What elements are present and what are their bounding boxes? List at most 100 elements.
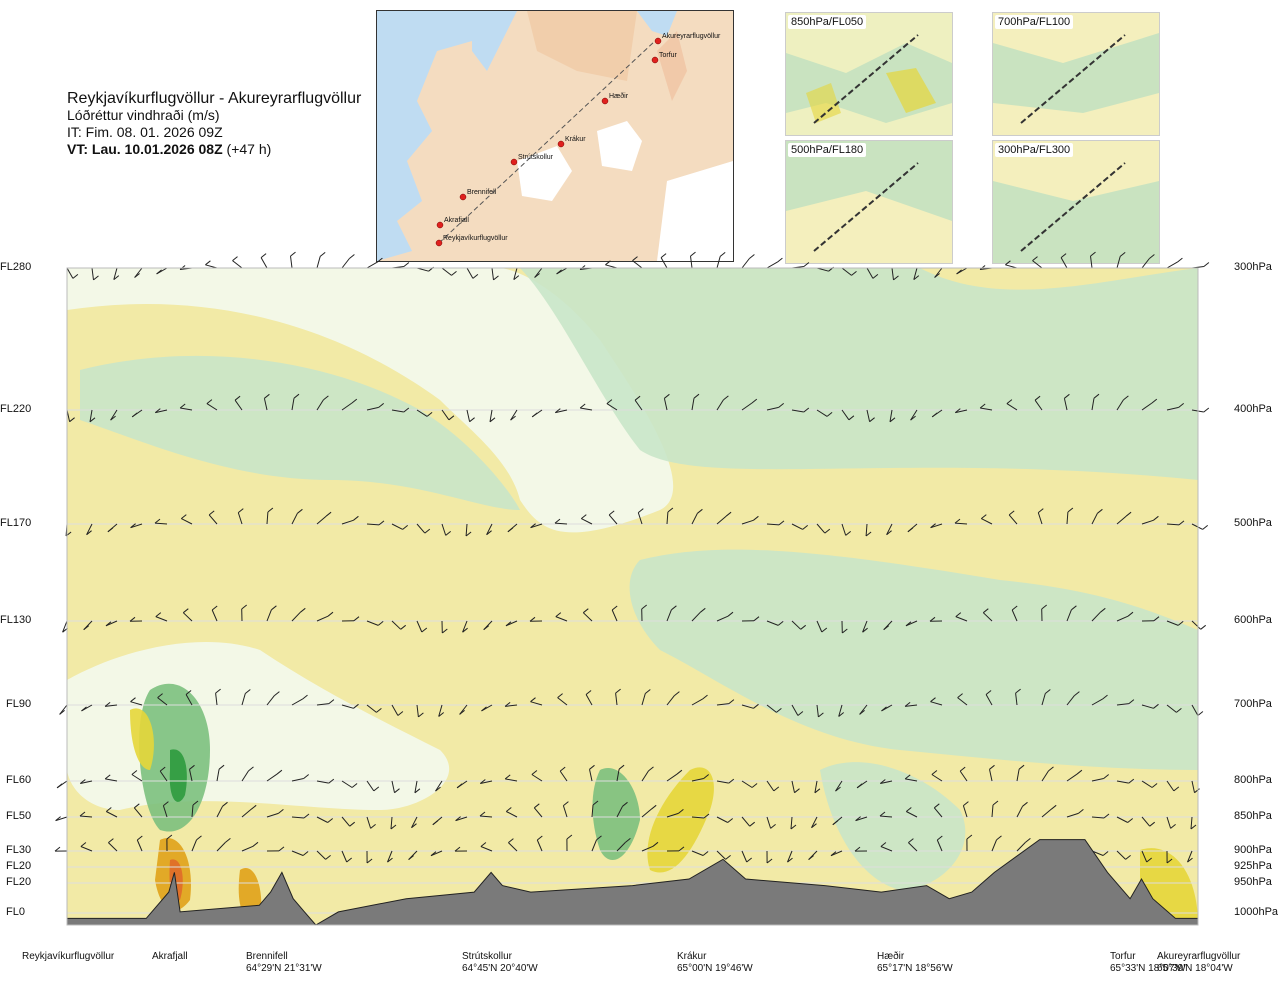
- wind-barb: [1116, 399, 1124, 411]
- wind-barb: [641, 808, 652, 818]
- wind-barb: [816, 267, 829, 272]
- wind-barb-feather: [753, 703, 759, 709]
- wind-barb-feather: [1074, 691, 1080, 696]
- level-map-700-label: 700hPa/FL100: [995, 15, 1074, 29]
- wind-barb: [387, 850, 393, 863]
- wind-barb-feather: [773, 786, 780, 792]
- wind-barb: [591, 804, 594, 818]
- wind-barb-feather: [886, 530, 892, 536]
- wind-barb: [880, 780, 893, 784]
- location-name: Torfur: [1110, 951, 1136, 962]
- wind-barb-feather: [1015, 688, 1021, 694]
- wind-barb-feather: [481, 706, 487, 712]
- wind-barb: [1006, 403, 1018, 411]
- overview-waypoints: Akureyrarflugvöllur Torfur Hæðir Krákur Strú…: [435, 33, 721, 247]
- wind-barb-feather: [196, 835, 202, 841]
- wind-barb-feather: [703, 813, 710, 819]
- wind-barb: [855, 816, 868, 822]
- wind-barb: [555, 409, 568, 414]
- wind-barb: [865, 523, 868, 537]
- wind-barb-feather: [327, 818, 334, 823]
- wind-barb: [391, 523, 403, 530]
- wind-barb: [1191, 523, 1203, 530]
- wind-barb-feather: [845, 531, 852, 536]
- location-name: Krákur: [677, 951, 707, 962]
- wind-barb: [291, 398, 295, 411]
- wind-barb: [466, 267, 474, 279]
- wind-barb-feather: [554, 518, 561, 524]
- wind-barb-feather: [566, 834, 573, 840]
- wind-barb-feather: [438, 712, 445, 717]
- wind-barb-feather: [469, 417, 475, 423]
- wind-barb-feather: [325, 511, 332, 517]
- wind-barb-feather: [848, 415, 855, 421]
- wind-barb: [582, 612, 593, 622]
- wind-barb-feather: [208, 510, 215, 516]
- wind-barb: [341, 402, 353, 411]
- wind-barb: [889, 409, 893, 422]
- wind-barb-feather: [278, 846, 285, 852]
- wind-barb: [608, 514, 618, 525]
- wind-barb: [341, 780, 353, 788]
- wind-barb: [816, 704, 819, 717]
- wind-barb: [1091, 698, 1103, 706]
- wind-barb: [959, 770, 968, 782]
- wind-barb-feather: [563, 801, 569, 806]
- wind-barb-feather: [879, 779, 886, 784]
- wind-barb-feather: [1123, 395, 1129, 401]
- wind-barb-feather: [702, 694, 708, 700]
- wind-barb-feather: [113, 275, 120, 280]
- wind-barb-feather: [1008, 510, 1015, 516]
- wind-barb: [1116, 780, 1129, 784]
- wind-barb-feather: [883, 625, 890, 631]
- wind-barb: [480, 780, 493, 784]
- wind-barb-feather: [808, 855, 814, 860]
- wind-barb: [1166, 816, 1172, 829]
- wind-barb-feather: [1190, 824, 1197, 830]
- wind-barb-feather: [130, 697, 136, 703]
- wind-barb-feather: [448, 415, 455, 421]
- wind-barb: [130, 523, 143, 529]
- field-band-updraft-krakur: [647, 767, 714, 873]
- wind-barb: [580, 407, 593, 411]
- wind-barb-feather: [274, 691, 280, 696]
- wind-barb-feather: [323, 395, 329, 401]
- wind-barb-feather: [1050, 804, 1057, 810]
- wind-barb: [666, 695, 675, 706]
- wind-barb-feather: [826, 412, 833, 417]
- location-name: Akrafjall: [152, 951, 188, 962]
- wind-barb-feather: [753, 616, 760, 622]
- wind-barb-feather: [954, 408, 961, 413]
- wind-barb: [663, 398, 668, 411]
- wind-barb: [438, 704, 443, 717]
- wind-barb: [266, 773, 278, 782]
- pressure-level-label: 300hPa: [1234, 261, 1272, 273]
- wind-barb-feather: [232, 256, 238, 261]
- waypoint-label: Strútskollur: [518, 154, 554, 161]
- wind-barb: [1041, 693, 1046, 706]
- wind-barb-feather: [530, 523, 536, 529]
- wind-barb-feather: [373, 786, 380, 792]
- wind-barb-feather: [377, 257, 383, 263]
- wind-barb-feather: [480, 842, 487, 847]
- wind-barb-feather: [451, 271, 457, 276]
- wind-barb-feather: [778, 403, 785, 408]
- wind-barb: [191, 804, 194, 818]
- waypoint-marker: [459, 193, 467, 201]
- wind-barb: [91, 267, 94, 280]
- wind-barb-feather: [992, 800, 999, 806]
- wind-barb-feather: [832, 820, 839, 826]
- wind-barb-feather: [179, 403, 186, 409]
- wind-barb: [391, 780, 395, 793]
- wind-barb-feather: [441, 628, 448, 634]
- field-band-downdraft-krakur: [592, 768, 640, 860]
- wind-barb: [533, 807, 543, 818]
- wind-barb-feather: [664, 393, 670, 399]
- wind-barb-feather: [504, 774, 511, 780]
- wind-barb: [791, 780, 795, 793]
- wind-barb-feather: [271, 605, 277, 611]
- wind-barb: [634, 399, 643, 411]
- wind-barb-feather: [1151, 783, 1158, 788]
- waypoint-label: Brennifell: [467, 189, 497, 196]
- wind-barb: [113, 267, 118, 280]
